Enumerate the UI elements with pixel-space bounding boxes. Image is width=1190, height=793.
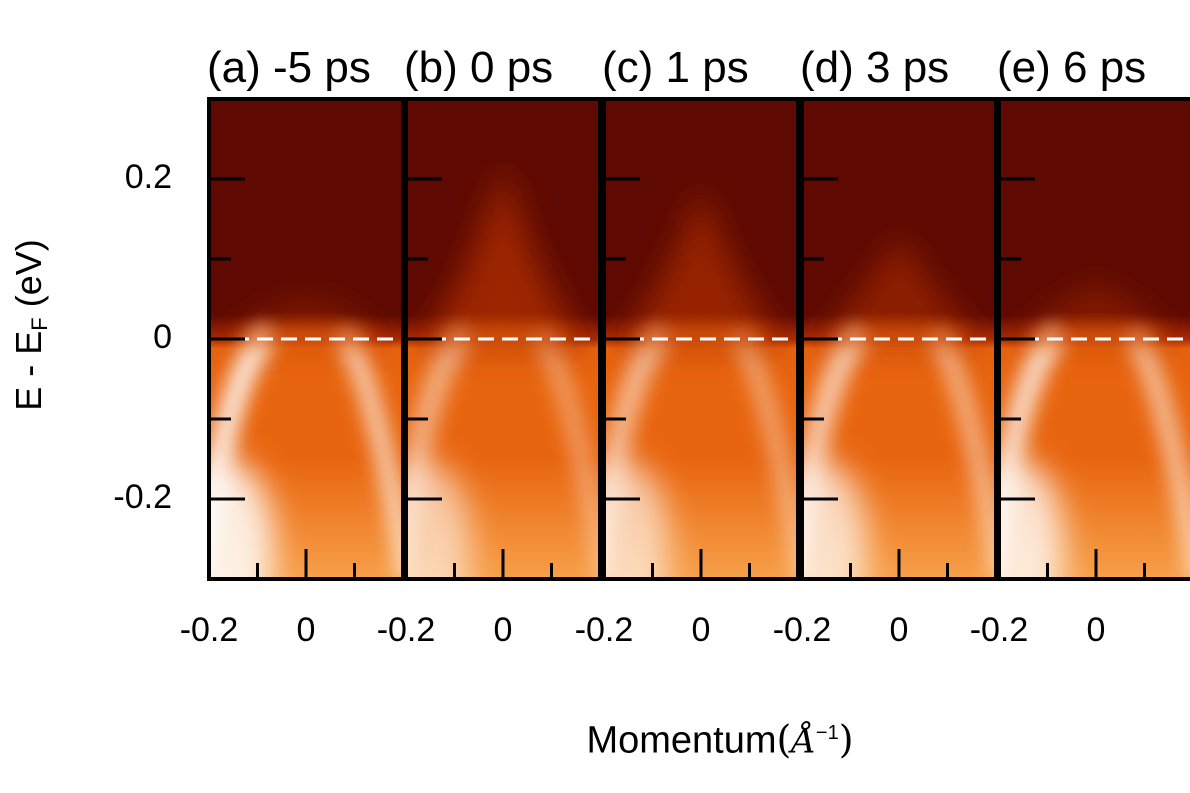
panel-title: (b) 0 ps [404,43,554,92]
x-tick-label: 0 [296,611,316,649]
panel-title: (e) 6 ps [997,43,1147,92]
y-axis-label-text: E - E [8,330,49,411]
panel-a [207,97,405,581]
y-axis-label-subscript: F [27,317,52,331]
excited-band-glow [611,187,791,349]
panel-title: (c) 1 ps [602,43,749,92]
x-tick-label: -0.2 [574,611,634,649]
x-tick-label: -0.2 [969,611,1029,649]
panel-b [404,97,602,581]
fermi-edge-glow [1026,325,1166,349]
panel-title: (a) -5 ps [207,43,371,92]
y-axis-label: E - EF (eV) [6,115,52,535]
y-tick-label: -0.2 [113,478,172,516]
intensity-hotspot [604,459,669,579]
panel-e [997,97,1190,581]
x-tick-label: 0 [493,611,513,649]
x-axis-label: Momentum(Å−1) [586,717,854,762]
panel-d [800,97,998,581]
x-axis-label-unit: Å [791,721,816,762]
fermi-edge-glow [631,325,771,349]
x-axis-label-unit-exponent: −1 [815,722,839,744]
intensity-hotspot [999,459,1064,579]
intensity-hotspot [209,459,274,579]
x-tick-label: -0.2 [179,611,239,649]
x-tick-label: -0.2 [376,611,436,649]
x-tick-label: 0 [889,611,909,649]
y-tick-label: 0.2 [124,158,172,196]
excited-band-glow [413,163,593,349]
x-axis-label-text: Momentum [586,719,777,762]
intensity-hotspot [406,459,471,579]
fermi-edge-glow [829,325,969,349]
excited-band-glow [809,235,989,349]
x-tick-label: 0 [1086,611,1106,649]
y-tick-label: 0 [153,318,172,356]
intensity-hotspot [802,459,867,579]
fermi-edge-glow [433,325,573,349]
fermi-edge-glow [236,325,376,349]
x-tick-label: 0 [691,611,711,649]
panel-c [602,97,800,581]
x-tick-label: -0.2 [772,611,832,649]
y-axis-label-unit: (eV) [8,239,49,308]
panel-title: (d) 3 ps [800,43,950,92]
